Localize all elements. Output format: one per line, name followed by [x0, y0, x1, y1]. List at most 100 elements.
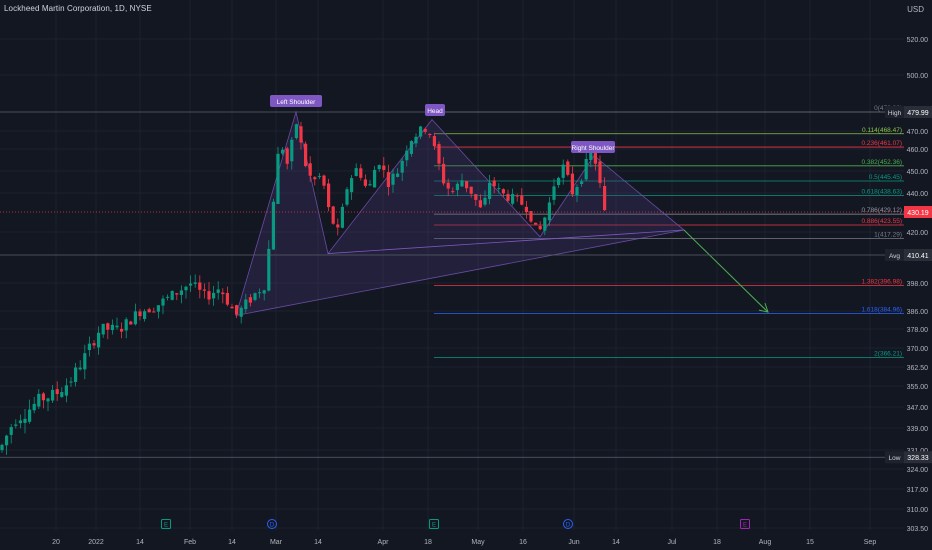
fib-label: 0.618(438.63): [862, 189, 902, 196]
marker-value-bg: [904, 106, 932, 118]
candle-body: [253, 293, 257, 300]
fib-label: 0.382(452.36): [862, 159, 902, 166]
event-marker-label: D: [566, 523, 571, 529]
y-tick-label: 370.00: [907, 346, 929, 353]
x-tick-label: Mar: [270, 539, 283, 546]
candle-body: [373, 169, 377, 188]
candle-body: [202, 289, 206, 291]
candle-body: [515, 195, 519, 197]
candle-body: [354, 168, 358, 177]
candle-body: [501, 189, 505, 194]
x-axis[interactable]: 20 2022 14 Feb 14 Mar 14 Apr 18 May 16 Jun 14 Jul 18 Au…: [52, 539, 876, 546]
candle-body: [488, 182, 492, 200]
fib-label: 0.5(445.45): [869, 174, 902, 181]
candle-body: [23, 418, 27, 423]
candle-body: [97, 332, 101, 348]
candle-body: [271, 201, 275, 250]
candle-body: [340, 206, 344, 228]
candle-body: [317, 175, 321, 177]
candle-body: [557, 177, 561, 186]
y-tick-label: 339.00: [907, 426, 929, 433]
candle-body: [60, 392, 64, 397]
candle-body: [170, 291, 174, 300]
neckline: [327, 229, 685, 254]
candle-body: [566, 161, 570, 175]
x-tick-label: 2022: [88, 539, 104, 546]
candle-body: [189, 283, 193, 286]
candle-body: [0, 444, 4, 451]
marker-label-bg: [885, 249, 904, 261]
chart-grid: [0, 0, 904, 530]
candle-body: [363, 179, 367, 186]
candle-body: [212, 292, 216, 299]
annotation-text: Left Shoulder: [277, 99, 317, 106]
candle-body: [147, 309, 151, 313]
candle-body: [124, 319, 128, 331]
y-tick-label: 386.00: [907, 309, 929, 316]
fib-label: 0.114(468.47): [862, 127, 902, 134]
candle-body: [405, 150, 409, 161]
candle-body: [207, 291, 211, 300]
candle-body: [469, 186, 473, 194]
candle-body: [322, 175, 326, 186]
y-tick-label: 520.00: [907, 37, 929, 44]
candle-body: [120, 328, 124, 332]
projection-line: [683, 229, 769, 313]
candle-body: [83, 353, 87, 370]
candle-body: [492, 180, 496, 187]
candle-body: [299, 126, 303, 143]
candle-body: [281, 149, 285, 154]
y-tick-label: 500.00: [907, 73, 929, 80]
currency-label: USD: [907, 5, 924, 14]
y-tick-label: 303.50: [907, 526, 929, 533]
fib-label: 0.786(429.12): [862, 207, 902, 214]
candle-body: [336, 224, 340, 228]
candle-body: [419, 126, 423, 137]
candle-body: [92, 343, 96, 346]
candle-body: [377, 165, 381, 170]
y-tick-label: 347.00: [907, 405, 929, 412]
y-axis[interactable]: 520.00 500.00 470.00 460.00 450.00 440.00 420.…: [904, 0, 932, 550]
annotation-text: Right Shoulder: [572, 145, 616, 152]
x-tick-label: 14: [314, 539, 322, 546]
candle-body: [143, 311, 147, 319]
candle-body: [478, 200, 482, 208]
candle-body: [262, 290, 266, 294]
candle-body: [391, 173, 395, 185]
marker-value: 479.99: [907, 110, 929, 117]
x-tick-label: 20: [52, 539, 60, 546]
fib-label: 1.618(384.96): [862, 306, 902, 313]
candle-body: [432, 136, 436, 147]
candle-body: [74, 367, 78, 382]
candle-body: [216, 289, 220, 293]
y-tick-label: 420.00: [907, 230, 929, 237]
candle-body: [285, 148, 289, 164]
candle-body: [87, 343, 91, 350]
candle-body: [368, 184, 372, 186]
dividend-marker: [563, 519, 573, 529]
candle-body: [193, 282, 197, 284]
candle-body: [14, 424, 18, 426]
event-marker-label: D: [270, 523, 275, 529]
candle-body: [78, 367, 82, 370]
candle-body: [225, 292, 229, 305]
candle-body: [152, 311, 156, 313]
y-tick-label: 317.00: [907, 487, 929, 494]
y-tick-label: 362.50: [907, 365, 929, 372]
projection-arrowhead: [758, 302, 769, 313]
event-marker-label: E: [432, 523, 436, 529]
y-tick-label: 324.00: [907, 467, 929, 474]
candle-body: [345, 189, 349, 205]
candle-body: [465, 180, 469, 189]
candle-body: [603, 185, 607, 211]
candle-body: [290, 139, 294, 162]
candle-body: [506, 194, 510, 201]
fib-label: 2(366.21): [874, 351, 902, 358]
x-tick-label: 14: [228, 539, 236, 546]
marker-label: Low: [889, 455, 901, 462]
candle-body: [55, 389, 59, 395]
candle-body: [221, 292, 225, 295]
candle-body: [382, 165, 386, 170]
